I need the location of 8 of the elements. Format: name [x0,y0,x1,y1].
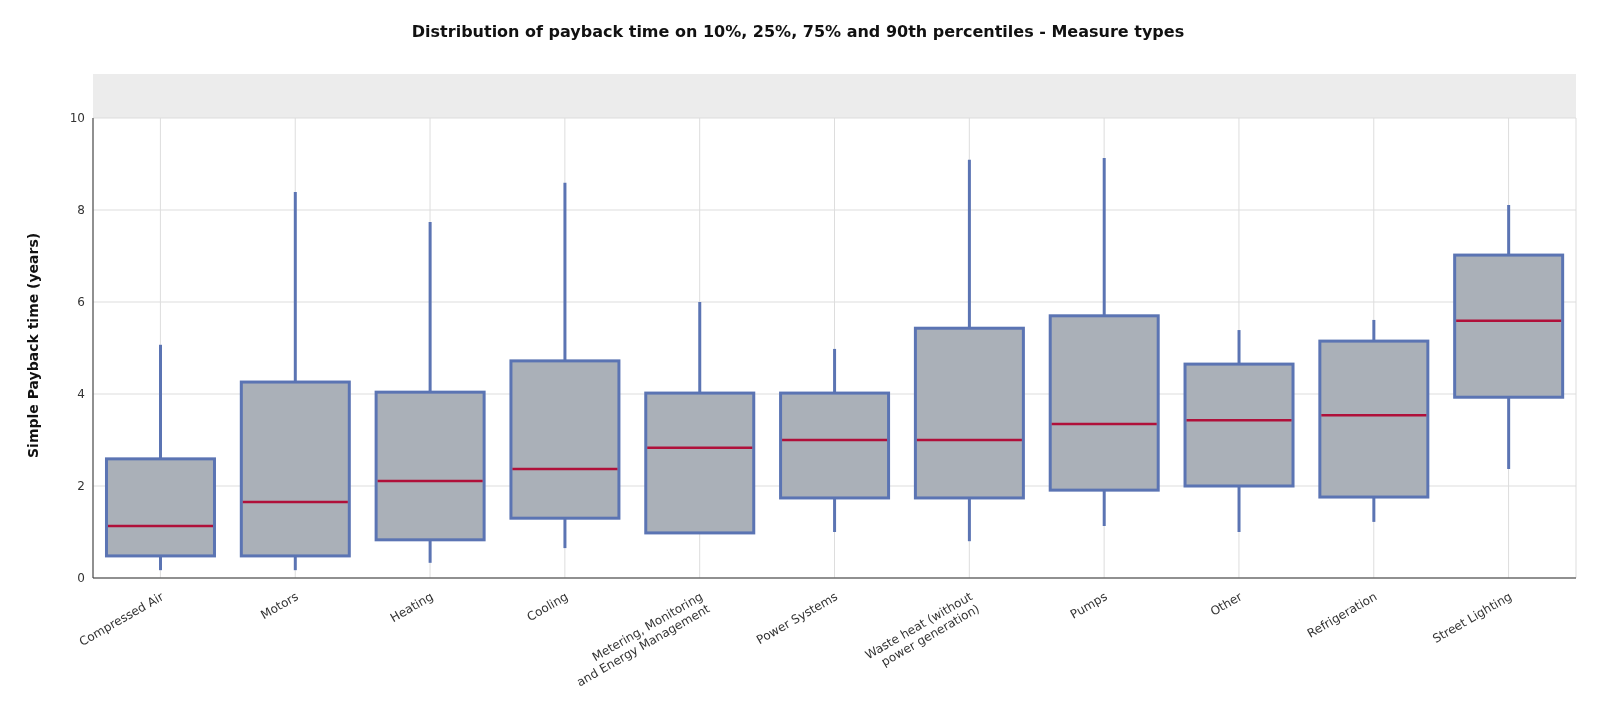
chart-title: Distribution of payback time on 10%, 25%, 75% and 90th percentiles - Measure types [410,22,1186,41]
y-tick-label: 6 [77,295,85,310]
y-tick-label: 4 [77,387,85,402]
y-axis-title: Simple Payback time (years) [24,232,41,458]
y-tick-label: 8 [77,203,85,218]
y-tick-label: 0 [77,571,85,586]
y-tick-label: 10 [69,111,85,126]
y-tick-label: 2 [77,479,85,494]
